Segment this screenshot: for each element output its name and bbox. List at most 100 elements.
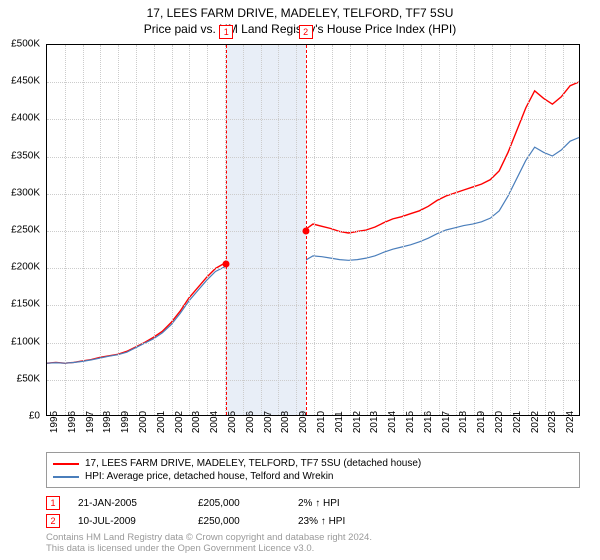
sale-row: 121-JAN-2005£205,0002% HPI xyxy=(46,494,388,512)
gridline-vertical xyxy=(474,45,475,415)
legend: 17, LEES FARM DRIVE, MADELEY, TELFORD, T… xyxy=(46,452,580,488)
gridline-horizontal xyxy=(47,380,579,381)
sale-row-pct: 23% HPI xyxy=(298,516,388,527)
legend-item: 17, LEES FARM DRIVE, MADELEY, TELFORD, T… xyxy=(53,457,573,470)
y-axis-tick-label: £300K xyxy=(0,187,40,198)
x-axis-tick-label: 2008 xyxy=(280,411,291,433)
y-axis-tick-label: £500K xyxy=(0,39,40,50)
title-address: 17, LEES FARM DRIVE, MADELEY, TELFORD, T… xyxy=(0,6,600,22)
footer-line2: This data is licensed under the Open Gov… xyxy=(46,543,372,554)
gridline-vertical xyxy=(545,45,546,415)
sale-row-price: £250,000 xyxy=(198,516,298,527)
line-series-svg xyxy=(47,45,579,415)
x-axis-tick-label: 2016 xyxy=(423,411,434,433)
x-axis-tick-label: 2012 xyxy=(352,411,363,433)
sale-row-marker: 1 xyxy=(46,496,60,510)
sale-row: 2 10-JUL-2009£250,00023% HPI xyxy=(46,512,388,530)
gridline-vertical xyxy=(136,45,137,415)
gridline-vertical xyxy=(172,45,173,415)
gridline-horizontal xyxy=(47,268,579,269)
x-axis-tick-label: 2005 xyxy=(227,411,238,433)
gridline-vertical xyxy=(421,45,422,415)
gridline-vertical xyxy=(278,45,279,415)
gridline-vertical xyxy=(207,45,208,415)
y-axis-tick-label: £150K xyxy=(0,299,40,310)
gridline-vertical xyxy=(314,45,315,415)
sales-table: 121-JAN-2005£205,0002% HPI210-JUL-2009£2… xyxy=(46,494,388,530)
gridline-vertical xyxy=(189,45,190,415)
gridline-vertical xyxy=(65,45,66,415)
x-axis-tick-label: 2013 xyxy=(369,411,380,433)
x-axis-tick-label: 2018 xyxy=(458,411,469,433)
x-axis-tick-label: 2020 xyxy=(494,411,505,433)
gridline-horizontal xyxy=(47,305,579,306)
x-axis-tick-label: 2021 xyxy=(512,411,523,433)
gridline-vertical xyxy=(118,45,119,415)
x-axis-tick-label: 2002 xyxy=(174,411,185,433)
x-axis-tick-label: 2009 xyxy=(298,411,309,433)
y-axis-tick-label: £250K xyxy=(0,225,40,236)
gridline-vertical xyxy=(563,45,564,415)
y-axis-tick-label: £200K xyxy=(0,262,40,273)
gridline-horizontal xyxy=(47,157,579,158)
gridline-vertical xyxy=(510,45,511,415)
sale-marker-badge: 2 xyxy=(299,25,313,39)
gridline-vertical xyxy=(261,45,262,415)
sale-marker-line xyxy=(226,45,227,415)
x-axis-tick-label: 2004 xyxy=(209,411,220,433)
gridline-vertical xyxy=(296,45,297,415)
x-axis-tick-label: 2024 xyxy=(565,411,576,433)
gridline-vertical xyxy=(439,45,440,415)
gridline-vertical xyxy=(403,45,404,415)
legend-swatch xyxy=(53,463,79,465)
y-axis-tick-label: £350K xyxy=(0,150,40,161)
x-axis-tick-label: 2000 xyxy=(138,411,149,433)
legend-swatch xyxy=(53,476,79,478)
gridline-vertical xyxy=(367,45,368,415)
y-axis-tick-label: £100K xyxy=(0,336,40,347)
gridline-horizontal xyxy=(47,194,579,195)
sale-marker-badge: 1 xyxy=(219,25,233,39)
legend-label: 17, LEES FARM DRIVE, MADELEY, TELFORD, T… xyxy=(85,458,421,469)
gridline-vertical xyxy=(83,45,84,415)
gridline-vertical xyxy=(100,45,101,415)
sale-marker-dot xyxy=(223,261,230,268)
legend-label: HPI: Average price, detached house, Telf… xyxy=(85,471,334,482)
gridline-horizontal xyxy=(47,119,579,120)
x-axis-tick-label: 2019 xyxy=(476,411,487,433)
sale-row-date: 10-JUL-2009 xyxy=(78,516,198,527)
gridline-vertical xyxy=(332,45,333,415)
gridline-horizontal xyxy=(47,231,579,232)
gridline-horizontal xyxy=(47,343,579,344)
plot-region: 12 xyxy=(46,44,580,416)
gridline-horizontal xyxy=(47,82,579,83)
sale-row-marker: 2 xyxy=(46,514,60,528)
x-axis-tick-label: 1995 xyxy=(49,411,60,433)
x-axis-tick-label: 1997 xyxy=(85,411,96,433)
x-axis-tick-label: 1999 xyxy=(120,411,131,433)
x-axis-tick-label: 2003 xyxy=(191,411,202,433)
gridline-vertical xyxy=(154,45,155,415)
y-axis-tick-label: £400K xyxy=(0,113,40,124)
x-axis-tick-label: 2017 xyxy=(441,411,452,433)
x-axis-tick-label: 2001 xyxy=(156,411,167,433)
y-axis-tick-label: £50K xyxy=(0,373,40,384)
arrow-up-icon xyxy=(321,516,326,527)
x-axis-tick-label: 2007 xyxy=(263,411,274,433)
arrow-up-icon xyxy=(315,498,320,509)
sale-row-price: £205,000 xyxy=(198,498,298,509)
footer-attribution: Contains HM Land Registry data © Crown c… xyxy=(46,532,372,555)
sale-marker-dot xyxy=(302,228,309,235)
sale-row-date: 21-JAN-2005 xyxy=(78,498,198,509)
x-axis-tick-label: 2006 xyxy=(245,411,256,433)
gridline-vertical xyxy=(492,45,493,415)
legend-item: HPI: Average price, detached house, Telf… xyxy=(53,470,573,483)
gridline-vertical xyxy=(243,45,244,415)
x-axis-tick-label: 2022 xyxy=(530,411,541,433)
x-axis-tick-label: 2011 xyxy=(334,411,345,433)
x-axis-tick-label: 2015 xyxy=(405,411,416,433)
gridline-vertical xyxy=(350,45,351,415)
chart-container: 17, LEES FARM DRIVE, MADELEY, TELFORD, T… xyxy=(0,0,600,560)
chart-area: 12 £0£50K£100K£150K£200K£250K£300K£350K£… xyxy=(46,44,580,416)
y-axis-tick-label: £0 xyxy=(0,411,40,422)
